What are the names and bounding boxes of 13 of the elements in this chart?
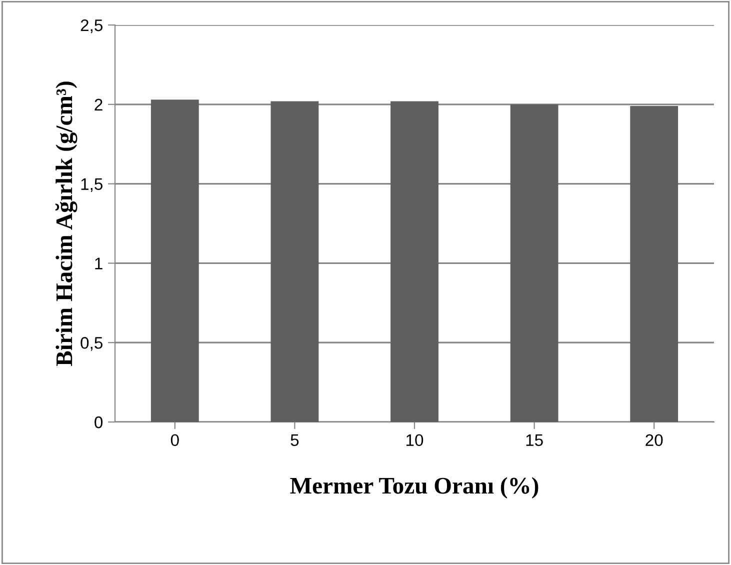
y-tick-label: 2 [94,98,102,110]
x-tick-label: 15 [526,434,543,446]
x-axis-title: Mermer Tozu Oranı (%) [290,477,538,499]
x-tick-label: 0 [170,434,179,446]
y-tick-label: 1,5 [81,178,102,192]
y-axis-title: Birim Hacim Ağırlık (g/cm³) [55,82,78,366]
y-tick-label: 1 [95,258,102,270]
x-tick-label: 20 [646,434,663,446]
x-tick-label: 10 [406,434,424,446]
y-tick-label: 0,5 [80,337,102,351]
y-tick-label: 0 [94,416,103,428]
y-tick-label: 2,5 [80,19,102,34]
x-tick-label: 5 [290,434,299,446]
